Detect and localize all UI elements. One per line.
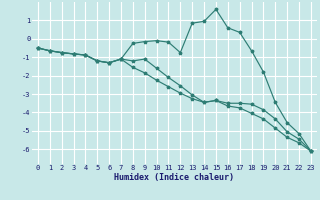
X-axis label: Humidex (Indice chaleur): Humidex (Indice chaleur)	[115, 173, 234, 182]
